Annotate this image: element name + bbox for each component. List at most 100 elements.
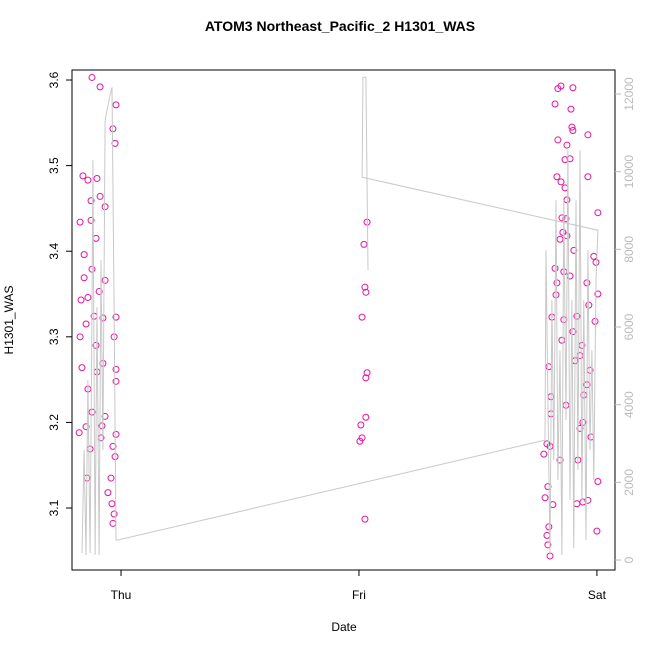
data-point bbox=[358, 434, 366, 442]
x-tick-label: Fri bbox=[352, 588, 366, 602]
data-point bbox=[75, 429, 83, 437]
data-point bbox=[591, 317, 599, 325]
data-point bbox=[107, 474, 115, 482]
data-point bbox=[592, 258, 600, 266]
data-point bbox=[356, 437, 364, 445]
data-point bbox=[558, 214, 566, 222]
data-point bbox=[563, 141, 571, 149]
data-point bbox=[594, 209, 602, 217]
data-point bbox=[87, 197, 95, 205]
data-point bbox=[88, 73, 96, 81]
data-point bbox=[563, 196, 571, 204]
data-point bbox=[82, 320, 90, 328]
x-tick-label: Thu bbox=[111, 588, 132, 602]
data-point bbox=[101, 203, 109, 211]
y-tick-label: 3.3 bbox=[47, 328, 61, 345]
plot-frame bbox=[71, 69, 616, 571]
data-point bbox=[544, 541, 552, 549]
data-point bbox=[566, 272, 574, 280]
data-point bbox=[112, 101, 120, 109]
data-point bbox=[584, 496, 592, 504]
y-tick-label: 3.4 bbox=[47, 243, 61, 260]
y2-tick-label: 10000 bbox=[622, 155, 636, 189]
data-point bbox=[93, 174, 101, 182]
data-point bbox=[545, 523, 553, 531]
data-point bbox=[584, 173, 592, 181]
data-point bbox=[79, 172, 87, 180]
data-point bbox=[556, 456, 564, 464]
data-point bbox=[109, 442, 117, 450]
data-point bbox=[540, 450, 548, 458]
data-point bbox=[567, 105, 575, 113]
y-tick-label: 3.5 bbox=[47, 157, 61, 174]
y2-tick-label: 2000 bbox=[622, 469, 636, 496]
data-point bbox=[543, 531, 551, 539]
data-point bbox=[92, 234, 100, 242]
data-point bbox=[110, 510, 118, 518]
data-point bbox=[76, 333, 84, 341]
data-point bbox=[559, 228, 567, 236]
data-point bbox=[551, 100, 559, 108]
data-point bbox=[590, 252, 598, 260]
data-point bbox=[362, 374, 370, 382]
data-point bbox=[109, 125, 117, 133]
data-point bbox=[99, 314, 107, 322]
data-point bbox=[553, 173, 561, 181]
data-point bbox=[109, 519, 117, 527]
data-point bbox=[573, 500, 581, 508]
data-point bbox=[87, 216, 95, 224]
data-point bbox=[361, 283, 369, 291]
data-point bbox=[566, 155, 574, 163]
data-point bbox=[363, 369, 371, 377]
data-line bbox=[81, 76, 599, 556]
data-point bbox=[104, 489, 112, 497]
x-tick-label: Sat bbox=[588, 588, 607, 602]
data-point bbox=[556, 235, 564, 243]
data-point bbox=[358, 313, 366, 321]
y2-tick-label: 12000 bbox=[622, 77, 636, 111]
data-point bbox=[98, 422, 106, 430]
data-point bbox=[80, 251, 88, 259]
data-point bbox=[594, 290, 602, 298]
data-point bbox=[88, 408, 96, 416]
data-point bbox=[360, 240, 368, 248]
y2-tick-label: 8000 bbox=[622, 236, 636, 263]
y-tick-label: 3.6 bbox=[47, 71, 61, 88]
data-point bbox=[569, 127, 577, 135]
data-point bbox=[96, 192, 104, 200]
data-point bbox=[82, 423, 90, 431]
data-point bbox=[560, 316, 568, 324]
data-point bbox=[101, 276, 109, 284]
data-point bbox=[108, 500, 116, 508]
data-point bbox=[594, 477, 602, 485]
data-point bbox=[112, 377, 120, 385]
data-point bbox=[557, 178, 565, 186]
data-point bbox=[552, 291, 560, 299]
data-point bbox=[84, 176, 92, 184]
data-point bbox=[95, 287, 103, 295]
data-point bbox=[84, 293, 92, 301]
data-point bbox=[112, 365, 120, 373]
data-point bbox=[541, 494, 549, 502]
data-point bbox=[112, 313, 120, 321]
y2-tick-label: 4000 bbox=[622, 391, 636, 418]
chart-title: ATOM3 Northeast_Pacific_2 H1301_WAS bbox=[205, 18, 475, 34]
y-tick-label: 3.2 bbox=[47, 414, 61, 431]
data-point bbox=[361, 515, 369, 523]
data-point bbox=[569, 84, 577, 92]
data-point bbox=[92, 341, 100, 349]
data-point bbox=[362, 288, 370, 296]
data-point bbox=[546, 442, 554, 450]
data-point bbox=[76, 218, 84, 226]
data-point bbox=[78, 364, 86, 372]
data-point bbox=[558, 336, 566, 344]
data-point bbox=[554, 85, 562, 93]
data-point bbox=[80, 274, 88, 282]
y-axis-label: H1301_WAS bbox=[2, 286, 16, 355]
data-point bbox=[362, 413, 370, 421]
data-point bbox=[576, 352, 584, 360]
data-point bbox=[554, 136, 562, 144]
data-point bbox=[77, 296, 85, 304]
